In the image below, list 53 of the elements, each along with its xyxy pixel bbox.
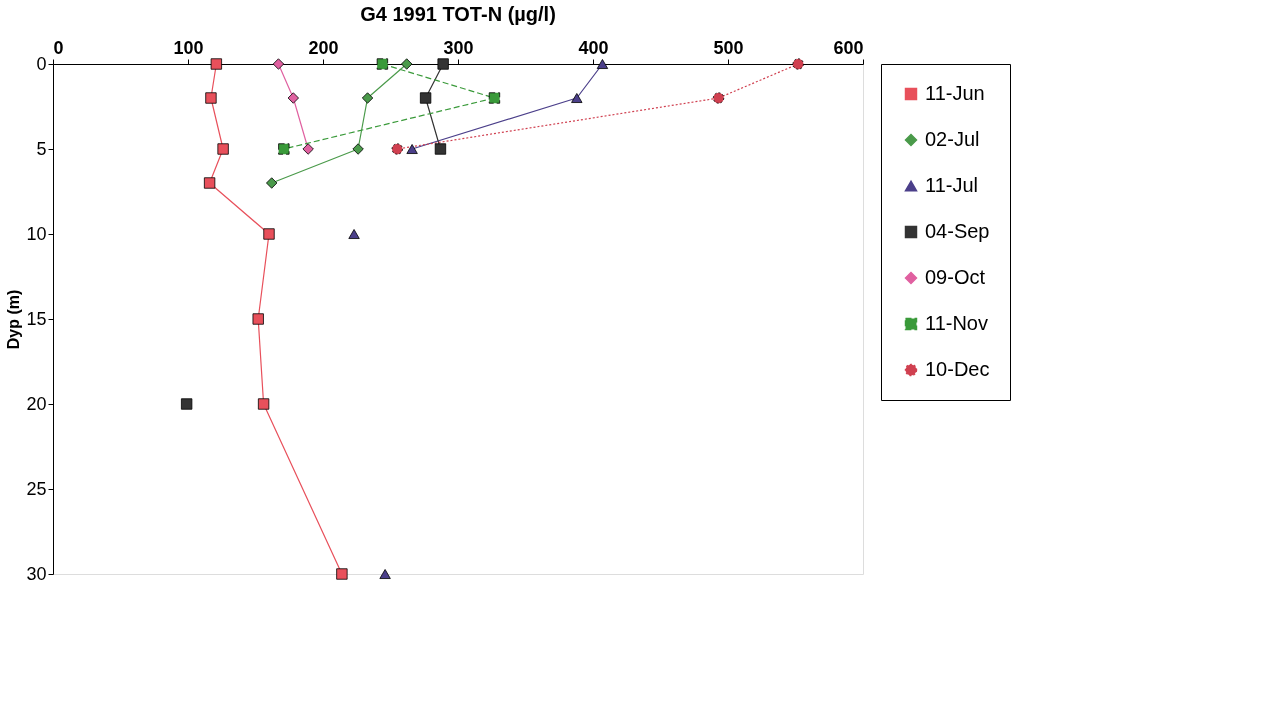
point	[263, 228, 275, 240]
point	[437, 58, 449, 70]
point	[217, 143, 229, 155]
point	[361, 92, 374, 104]
y-tick-label: 30	[26, 563, 47, 584]
point	[376, 58, 389, 70]
point	[287, 92, 299, 104]
point	[210, 58, 222, 70]
point	[348, 229, 360, 239]
legend-label: 04-Sep	[925, 220, 990, 242]
point	[391, 143, 403, 155]
legend-label: 02-Jul	[925, 128, 980, 150]
x-tick-label: 200	[308, 37, 339, 58]
point	[266, 177, 278, 189]
point	[419, 92, 432, 104]
point	[434, 143, 447, 155]
y-tick-label: 25	[26, 478, 47, 499]
point	[352, 143, 364, 155]
x-tick-label: 400	[578, 37, 609, 58]
point	[379, 569, 391, 579]
point	[257, 398, 270, 410]
point	[596, 59, 609, 69]
x-tick-label: 0	[53, 37, 64, 58]
point	[181, 398, 193, 410]
point	[571, 93, 583, 103]
point	[203, 177, 216, 189]
y-tick-label: 5	[36, 138, 47, 159]
y-tick-label: 20	[26, 393, 47, 414]
y-tick-label: 10	[26, 223, 47, 244]
legend-label: 11-Jun	[925, 82, 985, 104]
point	[488, 92, 501, 104]
point	[252, 313, 264, 325]
point	[272, 58, 285, 70]
point	[712, 92, 725, 104]
legend-label: 11-Nov	[925, 312, 988, 334]
y-tick-label: 0	[36, 53, 47, 74]
x-tick-label: 100	[173, 37, 204, 58]
point	[401, 58, 413, 70]
point	[336, 568, 348, 580]
point	[406, 144, 418, 154]
legend-label: 09-Oct	[925, 266, 986, 288]
legend-label: 11-Jul	[925, 174, 978, 196]
point	[792, 58, 804, 70]
x-tick-label: 600	[833, 37, 864, 58]
point	[205, 92, 217, 104]
x-tick-label: 500	[713, 37, 744, 58]
y-axis-title: Dyp (m)	[5, 289, 23, 350]
point	[278, 143, 290, 155]
chart-title: G4 1991 TOT-N (µg/l)	[360, 3, 556, 25]
y-tick-label: 15	[26, 308, 47, 329]
point	[302, 143, 314, 155]
legend-label: 10-Dec	[925, 358, 990, 380]
x-tick-label: 300	[443, 37, 474, 58]
